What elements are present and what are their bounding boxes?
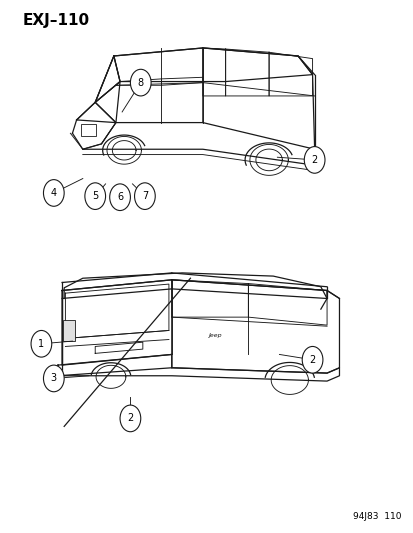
Bar [81, 124, 95, 136]
Text: 3: 3 [51, 374, 57, 383]
Text: 1: 1 [38, 339, 44, 349]
Text: EXJ–110: EXJ–110 [23, 13, 90, 28]
Circle shape [130, 69, 151, 96]
Circle shape [109, 184, 130, 211]
Text: 2: 2 [311, 155, 317, 165]
Circle shape [304, 147, 324, 173]
Circle shape [134, 183, 155, 209]
Text: 4: 4 [51, 188, 57, 198]
Text: 8: 8 [138, 78, 143, 87]
Text: 94J83  110: 94J83 110 [352, 512, 401, 521]
Text: 7: 7 [141, 191, 148, 201]
Circle shape [43, 365, 64, 392]
Circle shape [301, 346, 322, 373]
Text: 6: 6 [117, 192, 123, 202]
Text: 2: 2 [309, 355, 315, 365]
Bar [63, 320, 75, 341]
Text: 5: 5 [92, 191, 98, 201]
Text: 2: 2 [127, 414, 133, 423]
Circle shape [120, 405, 140, 432]
Circle shape [85, 183, 105, 209]
Circle shape [43, 180, 64, 206]
Circle shape [31, 330, 52, 357]
Text: Jeep: Jeep [208, 333, 221, 338]
